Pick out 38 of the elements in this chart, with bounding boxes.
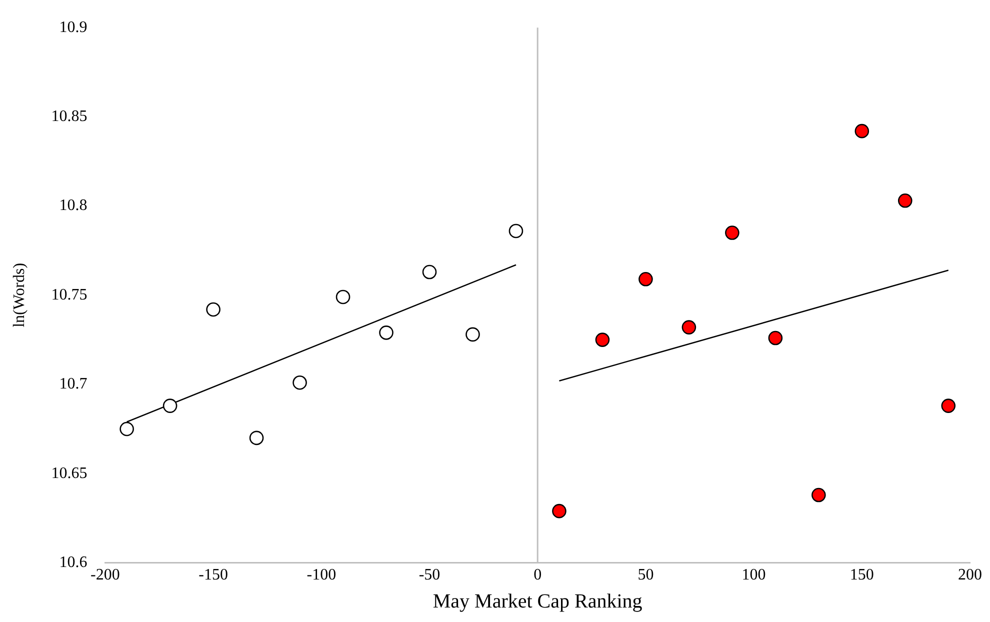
point — [595, 332, 610, 347]
point — [854, 124, 870, 138]
y-axis-title: ln(Words) — [10, 262, 28, 328]
point — [206, 302, 220, 317]
point — [941, 398, 956, 413]
x-tick-label: -100 — [306, 566, 336, 584]
x-tick-label: -50 — [418, 566, 440, 584]
y-tick-label: 10.65 — [51, 464, 88, 482]
point — [812, 488, 826, 502]
x-tick-label: -150 — [198, 566, 228, 584]
point — [725, 226, 740, 240]
point — [682, 320, 696, 334]
y-tick-label: 10.75 — [51, 286, 88, 304]
y-tick-label: 10.9 — [59, 18, 88, 36]
x-tick-label: 100 — [742, 566, 766, 584]
point — [162, 398, 178, 413]
y-tick-label: 10.8 — [59, 197, 88, 214]
point — [336, 290, 350, 304]
point — [898, 194, 912, 208]
x-tick-label: 50 — [638, 566, 654, 584]
x-axis-title: May Market Cap Ranking — [432, 590, 642, 612]
point — [422, 264, 437, 280]
point — [466, 327, 480, 342]
x-tick-label: 0 — [534, 566, 542, 584]
y-tick-label: 10.85 — [51, 108, 88, 126]
y-tick-label: 10.6 — [59, 554, 88, 572]
point — [552, 504, 566, 518]
point — [638, 272, 653, 286]
y-tick-label: 10.7 — [59, 376, 88, 393]
point — [249, 430, 264, 446]
point — [292, 375, 307, 390]
point — [768, 330, 783, 346]
point — [379, 326, 394, 340]
point — [508, 224, 524, 238]
x-tick-label: 200 — [958, 566, 982, 584]
x-tick-label: -200 — [90, 566, 120, 584]
point — [120, 422, 134, 436]
x-tick-label: 150 — [850, 566, 874, 584]
